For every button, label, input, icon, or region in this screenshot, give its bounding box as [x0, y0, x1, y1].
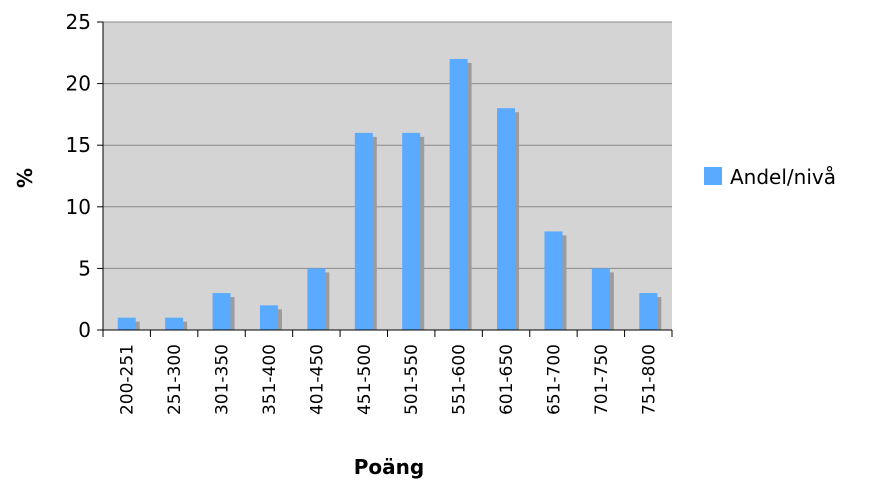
y-tick-labels: 0 5 10 15 20 25 — [66, 10, 91, 342]
x-tick-label: 651-700 — [544, 344, 564, 415]
axes — [97, 21, 673, 337]
bar — [591, 268, 610, 330]
bars — [117, 58, 662, 331]
x-tick-label: 451-500 — [355, 344, 375, 415]
x-tick-label: 251-300 — [165, 344, 185, 415]
bar — [117, 317, 136, 330]
x-axis-title: Poäng — [354, 455, 424, 479]
y-tick-label: 20 — [66, 72, 91, 96]
x-tick-label: 401-450 — [307, 344, 327, 415]
x-tick-label: 751-800 — [639, 344, 659, 415]
legend-label: Andel/nivå — [730, 165, 836, 189]
y-tick-label: 10 — [66, 195, 91, 219]
x-tick-label: 351-400 — [260, 344, 280, 415]
bar — [259, 305, 278, 330]
x-tick-labels: 200-251 251-300 301-350 351-400 401-450 451-5… — [118, 344, 660, 415]
x-tick-label: 200-251 — [118, 344, 138, 415]
y-tick-label: 15 — [66, 133, 91, 157]
x-tick-label: 601-650 — [497, 344, 517, 415]
bar — [544, 231, 563, 330]
x-tick-label: 551-600 — [450, 344, 470, 415]
plot-area — [103, 22, 672, 330]
bar — [639, 293, 658, 330]
bar — [402, 132, 421, 330]
y-tick-label: 0 — [78, 318, 91, 342]
bar — [165, 317, 184, 330]
bar — [354, 132, 373, 330]
y-tick-label: 25 — [66, 10, 91, 34]
x-tick-label: 501-550 — [402, 344, 422, 415]
legend-swatch — [704, 167, 722, 185]
x-tick-label: 301-350 — [213, 344, 233, 415]
bar — [212, 293, 231, 330]
bar — [307, 268, 326, 330]
y-tick-label: 5 — [78, 256, 91, 280]
gridlines — [103, 21, 672, 269]
bar — [449, 58, 468, 331]
x-tick-label: 701-750 — [592, 344, 612, 415]
bar — [497, 108, 516, 331]
y-axis-title: % — [13, 168, 37, 188]
legend: Andel/nivå — [704, 165, 836, 189]
